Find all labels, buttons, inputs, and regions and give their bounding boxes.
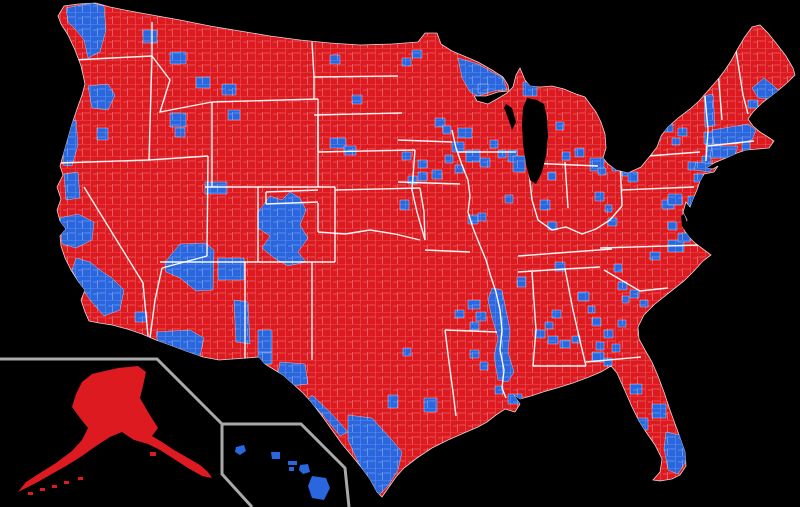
state-borders-group bbox=[59, 22, 755, 417]
state-border-in-oh bbox=[564, 161, 569, 209]
state-border-mo-west bbox=[411, 149, 426, 241]
alaska-outline bbox=[18, 366, 212, 492]
state-border-az-west bbox=[149, 267, 163, 339]
chesapeake-bay bbox=[681, 214, 687, 232]
state-border-mn-ia bbox=[397, 139, 453, 143]
state-border-sd-ne bbox=[313, 112, 403, 116]
state-border-ok-panhandle-top bbox=[265, 189, 319, 193]
state-border-mt-wy bbox=[211, 98, 319, 103]
hawaii-inset-border bbox=[220, 422, 351, 507]
island-oahu bbox=[271, 452, 280, 459]
state-border-ok-panhandle-bottom bbox=[265, 201, 319, 205]
aleutian-5 bbox=[78, 477, 83, 480]
state-border-ks-ok bbox=[334, 187, 421, 191]
state-border-nv-ut bbox=[206, 155, 209, 257]
state-border-ny-east bbox=[704, 95, 709, 162]
state-border-ok-east bbox=[419, 187, 426, 241]
state-border-ms-al bbox=[531, 271, 537, 367]
island-kauai bbox=[235, 445, 246, 455]
island-lanai bbox=[289, 467, 294, 471]
alaska-inset bbox=[18, 366, 212, 495]
aleutian-4 bbox=[64, 481, 69, 484]
blue-region-erie-spot bbox=[621, 156, 631, 165]
aleutian-2 bbox=[40, 488, 45, 491]
alaska-inset-border bbox=[0, 357, 224, 426]
state-border-mo-ar bbox=[424, 249, 471, 253]
state-border-ky-tn bbox=[517, 248, 613, 257]
state-border-mt-id bbox=[151, 55, 213, 113]
state-border-nc-sc bbox=[603, 269, 669, 292]
state-border-nh-me bbox=[735, 49, 749, 115]
state-border-pa-md bbox=[621, 186, 695, 191]
lake-michigan bbox=[522, 98, 548, 184]
island-maui bbox=[299, 464, 310, 474]
state-border-or-south bbox=[59, 159, 150, 164]
state-border-red-river bbox=[317, 229, 421, 241]
state-border-nd-sd bbox=[313, 75, 399, 78]
state-border-ga-fl bbox=[585, 356, 642, 363]
green-bay bbox=[504, 104, 516, 130]
state-border-al-ga bbox=[564, 268, 587, 367]
state-border-id-nv-south bbox=[148, 155, 209, 161]
state-border-ma-south bbox=[707, 140, 755, 147]
aleutian-3 bbox=[52, 485, 57, 488]
state-border-ohio-river bbox=[537, 205, 623, 235]
hawaii-inset bbox=[235, 445, 330, 500]
state-border-wa-or bbox=[73, 55, 153, 61]
state-border-mississippi-river bbox=[451, 129, 507, 399]
island-big-island bbox=[308, 476, 330, 500]
state-border-va-nc bbox=[599, 244, 701, 249]
state-border-ne-ks bbox=[317, 149, 416, 153]
state-border-tx-la bbox=[444, 329, 457, 417]
blue-region-philadelphia bbox=[701, 183, 717, 197]
lakes-group bbox=[504, 98, 687, 232]
state-border-ia-mo bbox=[397, 181, 461, 185]
kodiak bbox=[150, 452, 156, 456]
state-border-ar-la bbox=[444, 329, 498, 333]
island-molokai bbox=[288, 461, 297, 465]
state-border-ca-nv bbox=[83, 186, 149, 337]
inset-borders-group bbox=[0, 357, 351, 507]
aleutian-1 bbox=[28, 492, 33, 495]
